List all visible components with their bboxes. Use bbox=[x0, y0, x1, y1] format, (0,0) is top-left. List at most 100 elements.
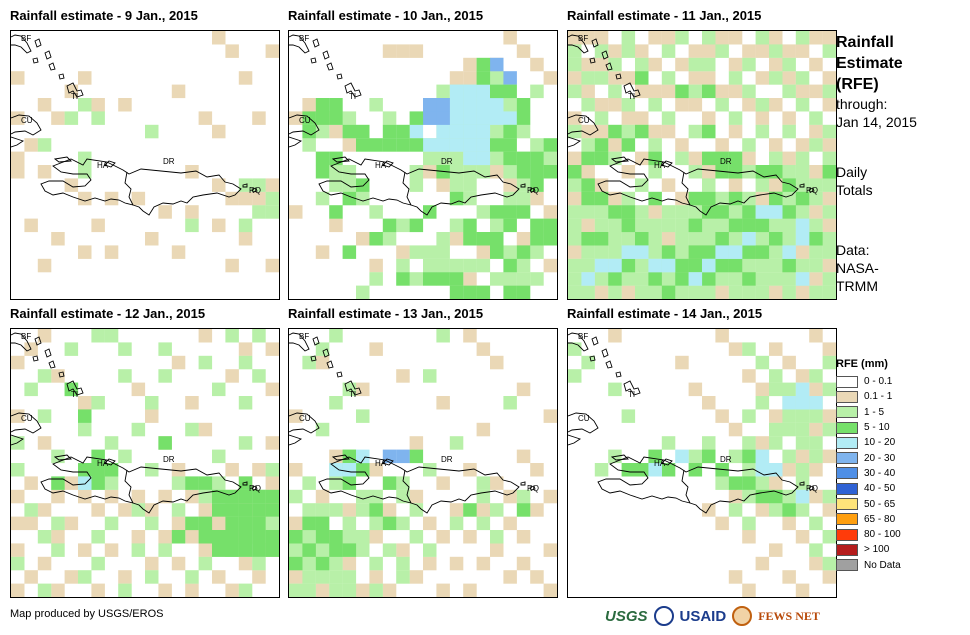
legend-title: RFE (mm) bbox=[836, 358, 888, 370]
rainfall-cell bbox=[78, 543, 92, 557]
coastline bbox=[589, 57, 596, 64]
rainfall-cell bbox=[621, 218, 636, 233]
rainfall-cell bbox=[822, 570, 836, 584]
rainfall-cell bbox=[621, 31, 636, 45]
rainfall-cell bbox=[543, 138, 557, 152]
legend-swatch bbox=[836, 528, 858, 541]
rainfall-cell bbox=[315, 503, 330, 517]
place-label-ha: HA bbox=[97, 161, 109, 170]
rainfall-cell bbox=[369, 138, 383, 152]
rainfall-cell bbox=[688, 124, 703, 139]
rainfall-cell bbox=[78, 71, 92, 85]
rainfall-cell bbox=[809, 191, 823, 206]
rainfall-cell bbox=[463, 583, 477, 597]
place-label-dr: DR bbox=[720, 455, 732, 464]
legend-swatch bbox=[836, 452, 858, 465]
rainfall-cell bbox=[252, 516, 266, 531]
rainfall-cell bbox=[742, 449, 756, 464]
rainfall-cell bbox=[315, 151, 330, 166]
rainfall-cell bbox=[449, 124, 464, 139]
rainfall-cell bbox=[104, 476, 119, 490]
rainfall-cell bbox=[503, 285, 517, 299]
rainfall-cell bbox=[436, 111, 450, 125]
rainfall-cell bbox=[608, 218, 622, 233]
rainfall-cell bbox=[530, 503, 544, 517]
rainfall-cell bbox=[782, 449, 796, 464]
coastline bbox=[32, 355, 39, 362]
rainfall-cell bbox=[675, 449, 689, 464]
rainfall-grid bbox=[11, 329, 279, 597]
rainfall-cell bbox=[769, 232, 783, 246]
rainfall-cell bbox=[11, 583, 25, 597]
rainfall-cell bbox=[809, 463, 823, 477]
rainfall-cell bbox=[37, 258, 52, 273]
rainfall-cell bbox=[329, 556, 343, 571]
rainfall-cell bbox=[822, 98, 836, 112]
rainfall-cell bbox=[688, 191, 703, 206]
rainfall-cell bbox=[342, 111, 357, 125]
rainfall-cell bbox=[728, 258, 743, 273]
rainfall-cell bbox=[648, 165, 662, 179]
legend-label: No Data bbox=[864, 559, 901, 571]
rainfall-cell bbox=[809, 449, 823, 464]
rainfall-cell bbox=[728, 165, 743, 179]
legend-item: 65 - 80 bbox=[836, 512, 966, 527]
rainfall-cell bbox=[648, 205, 662, 219]
coastline bbox=[322, 348, 330, 358]
rainfall-cell bbox=[661, 71, 676, 85]
rainfall-cell bbox=[436, 329, 450, 343]
rainfall-cell bbox=[782, 272, 796, 286]
coastline bbox=[591, 336, 599, 346]
rainfall-cell bbox=[423, 369, 437, 383]
rainfall-cell bbox=[782, 258, 796, 273]
rainfall-cell bbox=[503, 151, 517, 166]
rainfall-cell bbox=[503, 218, 517, 233]
rainfall-cell bbox=[490, 111, 504, 125]
rainfall-cell bbox=[822, 556, 836, 571]
rainfall-cell bbox=[171, 245, 186, 259]
coastline bbox=[568, 434, 582, 446]
rainfall-cell bbox=[212, 570, 226, 584]
coastline bbox=[40, 158, 242, 216]
rainfall-cell bbox=[356, 583, 370, 597]
rainfall-cell bbox=[581, 218, 595, 233]
rainfall-cell bbox=[91, 476, 105, 490]
rainfall-cell bbox=[742, 232, 756, 246]
rainfall-cell bbox=[369, 503, 383, 517]
rainfall-grid bbox=[289, 329, 557, 597]
rainfall-cell bbox=[198, 329, 213, 343]
rainfall-cell bbox=[543, 151, 557, 166]
rainfall-cell bbox=[822, 355, 836, 370]
rainfall-cell bbox=[145, 396, 159, 410]
rainfall-cell bbox=[382, 583, 397, 597]
rainfall-cell bbox=[289, 583, 303, 597]
rainfall-cell bbox=[635, 205, 649, 219]
rainfall-cell bbox=[131, 382, 146, 397]
rainfall-cell bbox=[688, 382, 703, 397]
rainfall-cell bbox=[688, 272, 703, 286]
rainfall-cell bbox=[265, 178, 279, 192]
rainfall-cell bbox=[37, 556, 52, 571]
rainfall-cell bbox=[688, 232, 703, 246]
rainfall-cell bbox=[568, 272, 582, 286]
legend-label: 65 - 80 bbox=[864, 513, 896, 525]
rainfall-cell bbox=[382, 232, 397, 246]
rainfall-cell bbox=[342, 245, 357, 259]
rainfall-cell bbox=[728, 205, 743, 219]
coastline bbox=[32, 57, 39, 64]
rainfall-cell bbox=[543, 583, 557, 597]
rainfall-cell bbox=[782, 409, 796, 423]
rainfall-cell bbox=[621, 409, 636, 423]
rainfall-cell bbox=[822, 165, 836, 179]
rainfall-cell bbox=[356, 124, 370, 139]
rainfall-cell bbox=[265, 258, 279, 273]
legend-item: > 100 bbox=[836, 542, 966, 557]
coastline bbox=[322, 50, 330, 60]
coastline bbox=[44, 348, 52, 358]
rainfall-cell bbox=[661, 44, 676, 58]
rainfall-cell bbox=[225, 191, 239, 206]
rainfall-cell bbox=[91, 449, 105, 464]
rainfall-cell bbox=[755, 396, 770, 410]
rainfall-cell bbox=[769, 151, 783, 166]
rfe-legend: RFE (mm) 0 - 0.1 0.1 - 1 1 - 5 5 - 10 10 - 2… bbox=[836, 358, 966, 573]
